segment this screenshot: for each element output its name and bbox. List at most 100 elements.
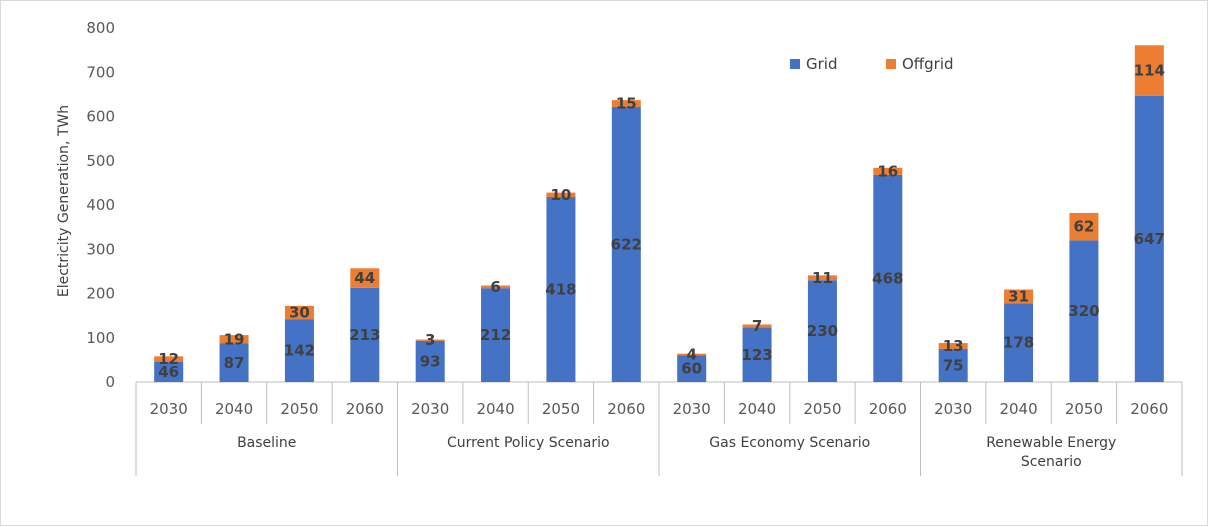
y-tick-label: 100 [86, 329, 115, 347]
legend-swatch [886, 59, 896, 69]
x-tick-label: 2040 [738, 400, 776, 418]
data-label-offgrid: 6 [490, 278, 500, 296]
bar-grid [1134, 95, 1164, 382]
bar-offgrid [873, 167, 903, 175]
x-tick-label: 2050 [542, 400, 580, 418]
bar-offgrid [807, 275, 837, 281]
data-label-grid: 46 [158, 363, 179, 381]
data-label-grid: 142 [284, 342, 315, 360]
group-label-line: Scenario [1021, 454, 1082, 470]
y-tick-label: 300 [86, 240, 115, 258]
bar-offgrid [219, 335, 249, 344]
data-label-grid: 75 [943, 356, 964, 374]
bar-grid [154, 361, 184, 382]
data-label-grid: 178 [1003, 334, 1034, 352]
data-label-grid: 320 [1068, 302, 1099, 320]
y-tick-label: 400 [86, 196, 115, 214]
legend: Grid Offgrid [790, 55, 954, 73]
bar-grid [873, 174, 903, 382]
legend-label: Offgrid [902, 55, 954, 73]
data-label-grid: 468 [872, 269, 903, 287]
bar-offgrid [742, 324, 772, 328]
bar-offgrid [611, 100, 641, 107]
x-tick-label: 2050 [1065, 400, 1103, 418]
x-tick-label: 2030 [934, 400, 972, 418]
data-label-offgrid: 11 [812, 269, 833, 287]
bar-grid [1004, 303, 1034, 382]
y-tick-label: 0 [105, 373, 115, 391]
bar-offgrid [350, 268, 380, 288]
y-tick-label: 800 [86, 19, 115, 37]
data-label-offgrid: 16 [877, 162, 898, 180]
bar-grid [350, 287, 380, 382]
bar-grid [546, 197, 576, 382]
x-tick-label: 2060 [607, 400, 645, 418]
bar-offgrid [481, 285, 511, 289]
x-tick-label: 2060 [346, 400, 384, 418]
x-tick-label: 2030 [150, 400, 188, 418]
legend-swatch [790, 59, 800, 69]
x-tick-label: 2030 [673, 400, 711, 418]
data-label-offgrid: 13 [943, 337, 964, 355]
x-tick-label: 2060 [869, 400, 907, 418]
data-label-offgrid: 31 [1008, 287, 1029, 305]
bars [154, 45, 1164, 382]
y-axis-label: Electricity Generation, TWh [56, 105, 72, 297]
bar-offgrid [1004, 289, 1034, 304]
group-label: Gas Economy Scenario [709, 435, 870, 451]
bar-offgrid [1134, 45, 1164, 96]
data-label-offgrid: 7 [752, 317, 762, 335]
bar-offgrid [284, 305, 314, 320]
bar-grid [481, 288, 511, 382]
data-label-offgrid: 44 [354, 269, 375, 287]
y-tick-label: 200 [86, 285, 115, 303]
y-tick-label: 600 [86, 108, 115, 126]
data-label-grid: 212 [480, 326, 511, 344]
bar-offgrid [938, 343, 968, 349]
data-label-grid: 93 [420, 352, 441, 370]
bar-offgrid [415, 339, 445, 341]
data-label-offgrid: 62 [1074, 218, 1095, 236]
y-tick-label: 700 [86, 63, 115, 81]
bar-offgrid [546, 192, 576, 198]
x-tick-label: 2040 [215, 400, 253, 418]
data-label-offgrid: 12 [158, 350, 179, 368]
data-label-offgrid: 15 [616, 94, 637, 112]
x-tick-label: 2050 [803, 400, 841, 418]
group-label: Baseline [237, 435, 296, 451]
data-label-offgrid: 3 [425, 331, 435, 349]
x-tick-label: 2040 [999, 400, 1037, 418]
bar-grid [677, 355, 707, 382]
x-tick-label: 2040 [476, 400, 514, 418]
data-label-grid: 87 [224, 354, 245, 372]
bar-grid [219, 343, 249, 382]
data-label-grid: 60 [681, 360, 702, 378]
bar-offgrid [677, 353, 707, 356]
data-label-grid: 622 [611, 235, 642, 253]
group-label-line: Renewable Energy [986, 435, 1116, 451]
data-label-grid: 213 [349, 326, 380, 344]
data-label-grid: 230 [807, 322, 838, 340]
x-tick-label: 2050 [280, 400, 318, 418]
bar-grid [1069, 240, 1099, 382]
bar-grid [611, 106, 641, 382]
legend-label: Grid [806, 55, 837, 73]
data-label-offgrid: 114 [1134, 61, 1165, 79]
group-label: Current Policy Scenario [447, 435, 610, 451]
x-tick-label: 2060 [1130, 400, 1168, 418]
data-label-offgrid: 10 [551, 186, 572, 204]
data-label-grid: 418 [545, 281, 576, 299]
data-label-grid: 647 [1134, 230, 1165, 248]
bar-offgrid [1069, 212, 1099, 241]
bar-grid [415, 340, 445, 382]
data-label-offgrid: 19 [224, 330, 245, 348]
bar-offgrid [154, 356, 184, 362]
x-tick-label: 2030 [411, 400, 449, 418]
group-label: Renewable Energy Scenario [986, 435, 1116, 470]
bar-grid [938, 348, 968, 382]
bar-grid [742, 327, 772, 382]
bar-grid [284, 319, 314, 382]
